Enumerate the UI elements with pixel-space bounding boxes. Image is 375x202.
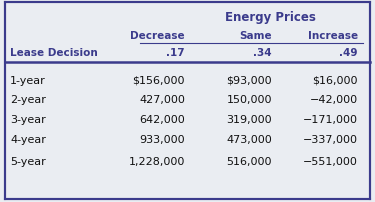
Text: $93,000: $93,000 — [226, 76, 272, 86]
FancyBboxPatch shape — [5, 3, 370, 199]
Text: .17: .17 — [166, 48, 185, 58]
Text: −337,000: −337,000 — [303, 134, 358, 144]
Text: −42,000: −42,000 — [310, 95, 358, 104]
Text: Increase: Increase — [308, 31, 358, 41]
Text: Decrease: Decrease — [130, 31, 185, 41]
Text: 427,000: 427,000 — [139, 95, 185, 104]
Text: 1,228,000: 1,228,000 — [129, 156, 185, 166]
Text: Lease Decision: Lease Decision — [10, 48, 98, 58]
Text: −171,000: −171,000 — [303, 115, 358, 124]
Text: 473,000: 473,000 — [226, 134, 272, 144]
Text: .34: .34 — [254, 48, 272, 58]
Text: Energy Prices: Energy Prices — [225, 12, 315, 24]
Text: 933,000: 933,000 — [140, 134, 185, 144]
Text: 150,000: 150,000 — [226, 95, 272, 104]
Text: 5-year: 5-year — [10, 156, 46, 166]
Text: 3-year: 3-year — [10, 115, 46, 124]
Text: 516,000: 516,000 — [226, 156, 272, 166]
Text: .49: .49 — [339, 48, 358, 58]
Text: −551,000: −551,000 — [303, 156, 358, 166]
Text: $156,000: $156,000 — [132, 76, 185, 86]
Text: 2-year: 2-year — [10, 95, 46, 104]
Text: 319,000: 319,000 — [226, 115, 272, 124]
Text: Same: Same — [239, 31, 272, 41]
Text: 4-year: 4-year — [10, 134, 46, 144]
Text: $16,000: $16,000 — [312, 76, 358, 86]
Text: 642,000: 642,000 — [139, 115, 185, 124]
Text: 1-year: 1-year — [10, 76, 46, 86]
